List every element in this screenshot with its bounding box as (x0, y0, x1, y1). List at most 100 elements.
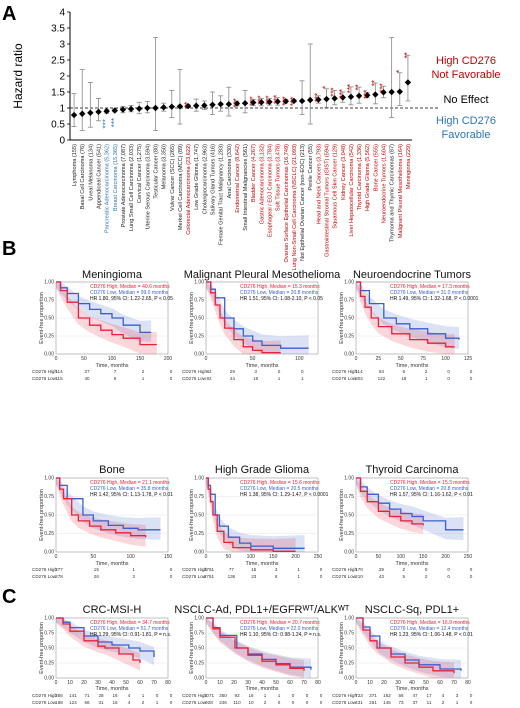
panel-label-b: B (2, 238, 16, 260)
significance-stars: *** (281, 96, 290, 105)
risk-count-high: 141 (69, 693, 77, 698)
risk-count-low: 0 (292, 700, 295, 705)
km-y-tick-label: 0.50 (194, 646, 204, 652)
hr-point (274, 98, 281, 105)
hr-point (160, 104, 167, 111)
km-x-tick-label: 30 (395, 680, 401, 686)
km-x-label: Time, months (395, 561, 428, 567)
hr-point (193, 102, 200, 109)
risk-label-low: CD276 Low (32, 376, 57, 381)
km-title: High Grade Glioma (215, 464, 310, 476)
km-x-tick-label: 25 (376, 356, 382, 362)
category-label: Ovarian Surface Epithelial Carcinomas (1… (284, 144, 290, 263)
risk-count-low: 6 (275, 574, 278, 579)
significance-stars: *** (313, 93, 322, 102)
risk-count-high: 0 (447, 567, 450, 572)
legend-high: CD276 High, Median = 17.3 months (390, 284, 470, 290)
category-label: Meningioma (229) (406, 144, 412, 189)
risk-count-high: 1 (297, 567, 300, 572)
km-y-tick-label: 1.00 (44, 280, 54, 286)
curve-cd276-high (206, 477, 296, 552)
ci-band-low (356, 618, 461, 678)
category-label: Bone Cancer (555) (373, 144, 379, 191)
risk-count-low: 110 (233, 700, 241, 705)
km-x-tick-label: 50 (376, 554, 382, 560)
legend-hr: HR 1.38, 95% CI: 1.29-1.47, P < 0.0001 (240, 492, 329, 498)
risk-count-high: 0 (170, 567, 173, 572)
km-title: Neuroendocrine Tumors (353, 269, 472, 281)
km-x-tick-label: 0 (55, 356, 58, 362)
y-axis-label: Hazard ratio (11, 43, 25, 109)
km-y-tick-label: 0.25 (194, 334, 204, 340)
km-x-tick-label: 250 (464, 554, 473, 560)
category-label: Thymoma and Thymic Carcinomas (87) (390, 144, 396, 242)
km-y-tick-label: 1.00 (344, 476, 354, 482)
risk-count-low: 26 (94, 574, 100, 579)
km-x-tick-label: 20 (231, 680, 237, 686)
favorable-line-2: Favorable (442, 129, 491, 141)
risk-count-low: 2 (142, 700, 145, 705)
risk-count-low: 3 (132, 574, 135, 579)
risk-count-high: 1 (132, 567, 135, 572)
risk-count-low: 1 (297, 574, 300, 579)
significance-stars: *** (379, 83, 388, 92)
risk-count-low: 136 (228, 574, 236, 579)
category-label: Prostate Adenocarcinoma (7,087) (121, 144, 127, 227)
km-x-tick-label: 30 (245, 680, 251, 686)
km-x-tick-label: 0 (355, 356, 358, 362)
y-tick-label: 1 (59, 104, 65, 115)
hr-point (144, 104, 151, 112)
y-tick-label: 3.5 (51, 24, 65, 35)
risk-count-low: 0 (320, 574, 323, 579)
significance-stars: *** (256, 95, 265, 104)
risk-count-low: 73 (398, 700, 404, 705)
km-y-tick-label: 0.25 (194, 661, 204, 667)
risk-count-low: 1 (456, 700, 459, 705)
risk-count-high: 15 (94, 567, 100, 572)
km-x-tick-label: 70 (151, 680, 157, 686)
km-y-tick-label: 0.75 (344, 631, 354, 637)
km-y-tick-label: 0.00 (44, 676, 54, 682)
hr-point (258, 99, 265, 106)
risk-count-low: 122 (378, 376, 386, 381)
risk-count-high: 0 (470, 567, 473, 572)
km-x-tick-label: 250 (314, 554, 323, 560)
risk-label-low: CD276 Low (332, 700, 357, 705)
km-y-label: Event-free proportion (339, 622, 345, 674)
hr-point (282, 98, 289, 105)
category-label: Lung Non-Small Cell Carcinoma (NSCLC) (2… (292, 144, 298, 271)
risk-count-high: 4 (128, 693, 131, 698)
risk-count-high: 0 (170, 693, 173, 698)
no-effect-label: No Effect (443, 94, 488, 106)
km-x-tick-label: 200 (164, 356, 173, 362)
risk-count-low: 43 (379, 574, 385, 579)
risk-count-high: 15 (251, 567, 257, 572)
hr-point (355, 92, 363, 100)
category-label: Low Grade Glioma (1,747) (194, 144, 200, 210)
curve-cd276-high (56, 617, 141, 663)
km-panel: Neuroendocrine Tumors CD276 High, Median … (332, 269, 479, 381)
risk-count-low: 115 (55, 376, 63, 381)
curve-cd276-low (56, 477, 161, 531)
km-x-tick-label: 150 (269, 554, 278, 560)
risk-count-high: 28 (98, 693, 104, 698)
risk-label-high: CD276 High (32, 369, 57, 374)
km-y-tick-label: 0.25 (194, 531, 204, 537)
risk-count-low: 1 (278, 376, 281, 381)
y-tick-label: 4 (59, 8, 65, 19)
risk-count-low: 0 (170, 574, 173, 579)
km-panel: Thyroid Carcinoma CD276 High, Median = 15… (332, 464, 473, 579)
km-x-tick-label: 40 (409, 680, 415, 686)
km-panel: NSCLC-Ad, PDL1+/EGFRᵂᵀ/ALKᵂᵀ CD276 High, … (174, 604, 349, 705)
risk-count-high: 27 (84, 369, 90, 374)
category-label: Vulvar Cancer (SCC) (265) (170, 144, 176, 211)
ci-band-low (356, 478, 464, 540)
risk-count-high: 2 (403, 567, 406, 572)
risk-count-low: 11 (427, 700, 432, 705)
km-y-label: Event-free proportion (339, 489, 345, 541)
km-x-tick-label: 80 (465, 680, 471, 686)
risk-count-low: 1 (156, 700, 159, 705)
km-y-tick-label: 0.00 (344, 352, 354, 358)
km-x-label: Time, months (95, 363, 128, 369)
hr-point (152, 104, 159, 112)
